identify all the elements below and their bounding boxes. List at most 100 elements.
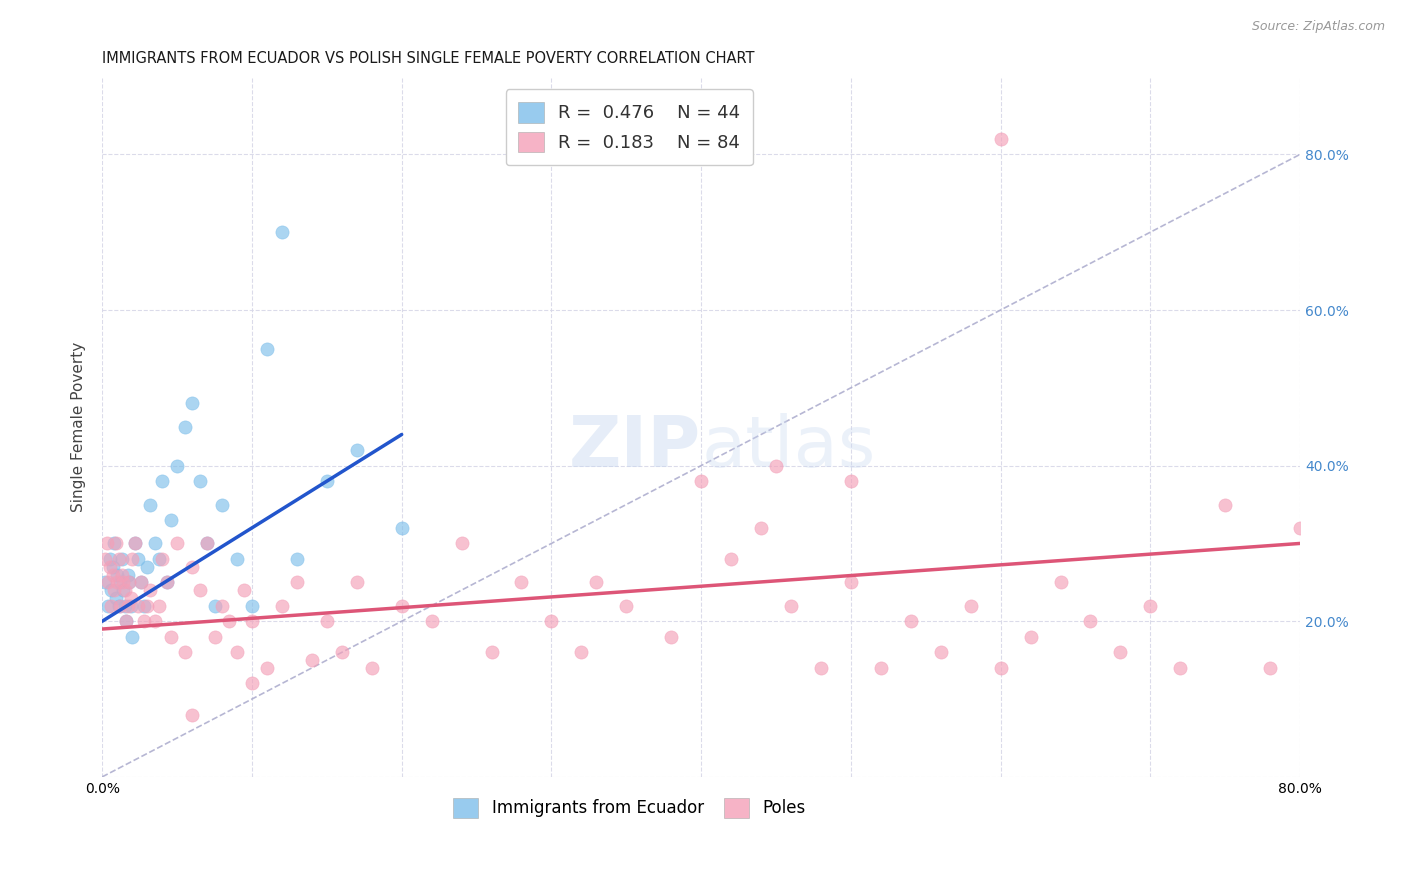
Point [270,599,292,613]
Point [195,536,218,550]
Point [1049,575,1071,590]
Point [181,559,204,574]
Point [111,567,134,582]
Point [869,661,891,675]
Point [105,567,128,582]
Point [104,536,127,550]
Point [100,583,122,598]
Point [270,225,292,239]
Point [107,552,129,566]
Point [101,567,124,582]
Point [105,575,128,590]
Point [103,536,125,550]
Point [143,614,166,628]
Text: Source: ZipAtlas.com: Source: ZipAtlas.com [1251,20,1385,33]
Point [120,599,142,613]
Point [765,458,787,473]
Point [1139,599,1161,613]
Point [569,645,592,659]
Point [346,443,368,458]
Point [173,419,195,434]
Point [108,575,131,590]
Point [240,614,263,628]
Point [111,552,134,566]
Point [614,599,637,613]
Point [143,536,166,550]
Point [204,630,226,644]
Point [391,599,413,613]
Point [1168,661,1191,675]
Point [100,599,122,613]
Legend: Immigrants from Ecuador, Poles: Immigrants from Ecuador, Poles [447,791,811,824]
Point [188,474,211,488]
Point [226,645,249,659]
Point [690,474,713,488]
Point [218,614,240,628]
Point [810,661,832,675]
Point [118,575,141,590]
Point [360,661,382,675]
Point [256,342,278,356]
Point [139,583,162,598]
Point [315,614,337,628]
Point [420,614,443,628]
Point [166,536,188,550]
Point [104,591,127,605]
Text: atlas: atlas [702,413,876,483]
Point [166,458,188,473]
Text: ZIP: ZIP [569,413,702,483]
Point [114,599,136,613]
Point [585,575,607,590]
Point [173,645,195,659]
Point [233,583,256,598]
Point [120,591,142,605]
Point [990,661,1012,675]
Point [188,583,211,598]
Point [150,474,173,488]
Point [148,552,170,566]
Point [1213,498,1236,512]
Point [94,575,117,590]
Point [1289,521,1312,535]
Point [97,599,120,613]
Point [134,599,156,613]
Point [115,614,138,628]
Point [285,575,308,590]
Point [346,575,368,590]
Point [98,552,121,566]
Point [1019,630,1042,644]
Point [160,513,183,527]
Point [195,536,218,550]
Point [117,599,139,613]
Point [115,614,138,628]
Point [211,498,233,512]
Point [127,552,149,566]
Point [121,552,143,566]
Point [1080,614,1102,628]
Point [98,559,121,574]
Point [659,630,682,644]
Point [150,552,173,566]
Point [315,474,337,488]
Point [117,567,139,582]
Point [929,645,952,659]
Point [450,536,472,550]
Point [481,645,503,659]
Point [540,614,562,628]
Text: IMMIGRANTS FROM ECUADOR VS POLISH SINGLE FEMALE POVERTY CORRELATION CHART: IMMIGRANTS FROM ECUADOR VS POLISH SINGLE… [103,51,755,66]
Point [749,521,772,535]
Point [720,552,742,566]
Point [155,575,177,590]
Point [108,599,131,613]
Point [124,536,146,550]
Point [112,575,135,590]
Point [301,653,323,667]
Point [101,559,124,574]
Point [959,599,981,613]
Point [204,599,226,613]
Point [103,583,125,598]
Point [124,536,146,550]
Point [1109,645,1132,659]
Point [839,474,862,488]
Point [839,575,862,590]
